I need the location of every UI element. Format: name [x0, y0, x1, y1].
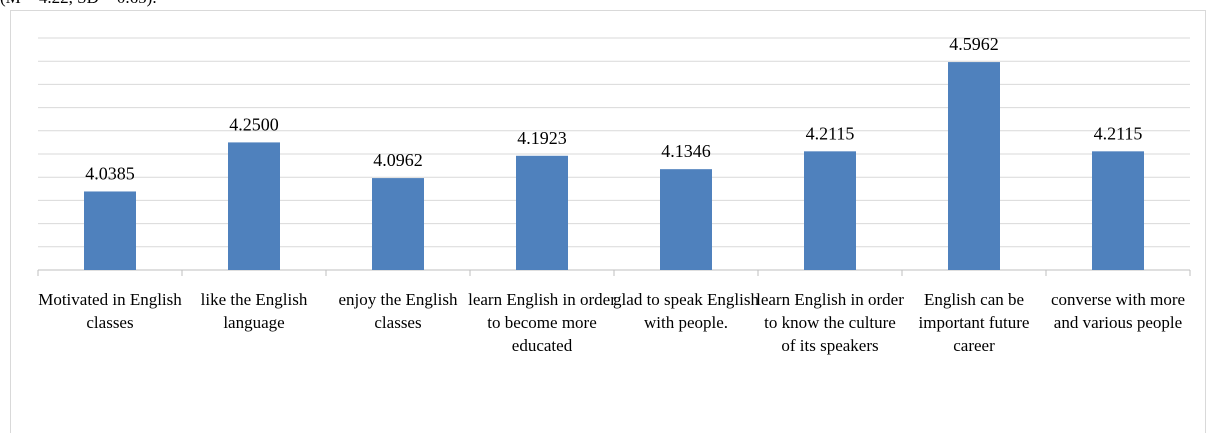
chart-frame — [10, 10, 1206, 433]
value-label: 4.2115 — [1094, 123, 1143, 143]
value-label: 4.0962 — [373, 150, 423, 170]
bar — [516, 155, 568, 270]
bar — [228, 142, 280, 270]
caption: (M = 4.22, SD = 0.65). — [0, 0, 157, 8]
x-tick-label: enjoy the English classes — [338, 290, 458, 332]
value-label: 4.5962 — [949, 34, 999, 54]
bar — [948, 62, 1000, 270]
value-label: 4.0385 — [85, 163, 135, 183]
x-tick-label: glad to speak English with people. — [613, 290, 759, 332]
x-tick-label: like the English language — [200, 290, 308, 332]
x-tick-label: converse with more and various people — [1050, 290, 1186, 332]
value-label: 4.2500 — [229, 114, 279, 134]
value-label: 4.1923 — [517, 128, 567, 148]
bar — [372, 178, 424, 270]
bar — [804, 151, 856, 270]
bar — [660, 169, 712, 270]
x-tick-label: learn English in order to become more ed… — [468, 290, 616, 355]
bar — [84, 191, 136, 270]
x-tick-label: English can be important future career — [918, 290, 1030, 355]
value-label: 4.2115 — [806, 123, 855, 143]
value-label: 4.1346 — [661, 141, 711, 161]
bar — [1092, 151, 1144, 270]
x-tick-label: Motivated in English classes — [38, 290, 182, 332]
x-tick-label: learn English in order to know the cultu… — [756, 290, 904, 355]
